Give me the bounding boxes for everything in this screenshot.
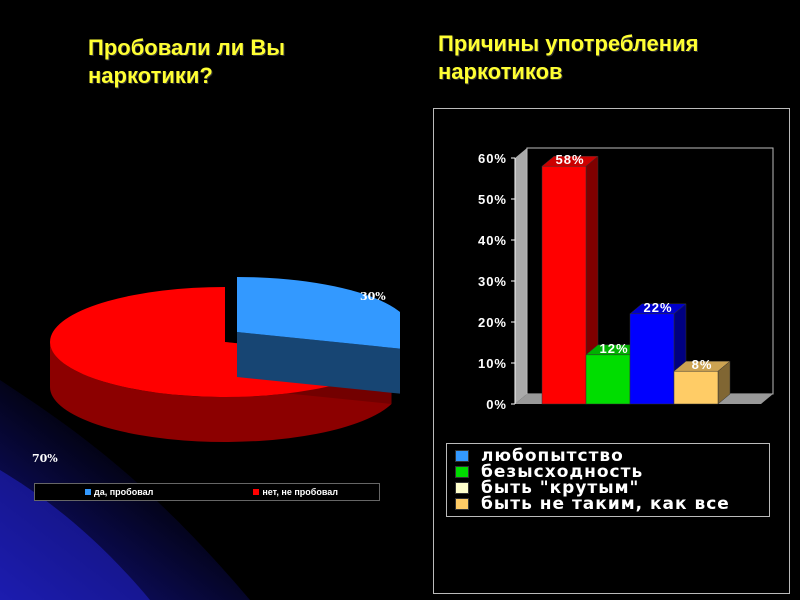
bar-front <box>629 313 675 405</box>
y-tick-label: 20% <box>478 315 507 330</box>
y-tick-label: 40% <box>478 233 507 248</box>
pie-chart-title: Пробовали ли Вы наркотики? <box>88 35 286 88</box>
bar-chart: 0% 10% 20% 30% 40% 50% 60% 58% 12% 22% 8% <box>478 147 774 412</box>
bar-legend-swatch <box>455 450 469 462</box>
bar-value-label: 58% <box>555 152 584 167</box>
bar-top <box>629 303 687 315</box>
pie-legend-item-no: нет, не пробовал <box>253 487 338 497</box>
bar-0 <box>541 155 599 405</box>
pie-value-label: 30% <box>360 290 386 303</box>
y-tick-label: 50% <box>478 192 507 207</box>
bar-legend-swatch <box>455 482 469 494</box>
bar-front <box>585 354 631 405</box>
bar-front <box>673 370 719 405</box>
bar-legend-label: безысходность <box>481 462 644 482</box>
bar-value-label: 8% <box>692 357 713 372</box>
y-tick-label: 0% <box>486 397 507 412</box>
bar-legend-label: любопытство <box>481 446 624 466</box>
bar-value-label: 22% <box>643 300 672 315</box>
bar-legend-item: быть "крутым" <box>455 478 769 498</box>
y-tick-label: 30% <box>478 274 507 289</box>
pie-legend-label-no: нет, не пробовал <box>262 487 338 497</box>
bar-legend-item: быть не таким, как все <box>455 494 769 514</box>
bar-legend-label: быть "крутым" <box>481 478 640 498</box>
y-tick-label: 60% <box>478 151 507 166</box>
bar-legend-swatch <box>455 466 469 478</box>
bar-3 <box>673 360 731 405</box>
pie-slice-cut <box>237 332 400 394</box>
pie-legend: да, пробовал нет, не пробовал <box>34 483 380 501</box>
bar-legend: любопытство безысходность быть "крутым" … <box>446 443 770 517</box>
bar-2 <box>629 303 687 405</box>
bar-chart-side-wall <box>515 148 527 404</box>
bar-chart-title: Причины употребления наркотиков <box>438 31 699 84</box>
pie-legend-swatch-yes <box>85 489 91 495</box>
bar-legend-item: любопытство <box>455 446 769 466</box>
y-tick-label: 10% <box>478 356 507 371</box>
pie-legend-item-yes: да, пробовал <box>85 487 153 497</box>
bar-legend-label: быть не таким, как все <box>481 494 730 514</box>
bar-legend-item: безысходность <box>455 462 769 482</box>
bar-top <box>541 155 599 167</box>
pie-legend-label-yes: да, пробовал <box>94 487 154 497</box>
pie-legend-swatch-no <box>253 489 260 495</box>
pie-value-label: 70% <box>32 452 58 465</box>
pie-slice-wall <box>50 342 392 442</box>
bar-legend-swatch <box>455 498 469 510</box>
pie-slice-0 <box>237 277 400 394</box>
bar-top <box>673 360 731 372</box>
bar-front <box>541 165 587 405</box>
pie-chart: 30% 70% <box>32 277 400 465</box>
pie-slice-top <box>237 277 400 349</box>
bar-value-label: 12% <box>599 341 628 356</box>
